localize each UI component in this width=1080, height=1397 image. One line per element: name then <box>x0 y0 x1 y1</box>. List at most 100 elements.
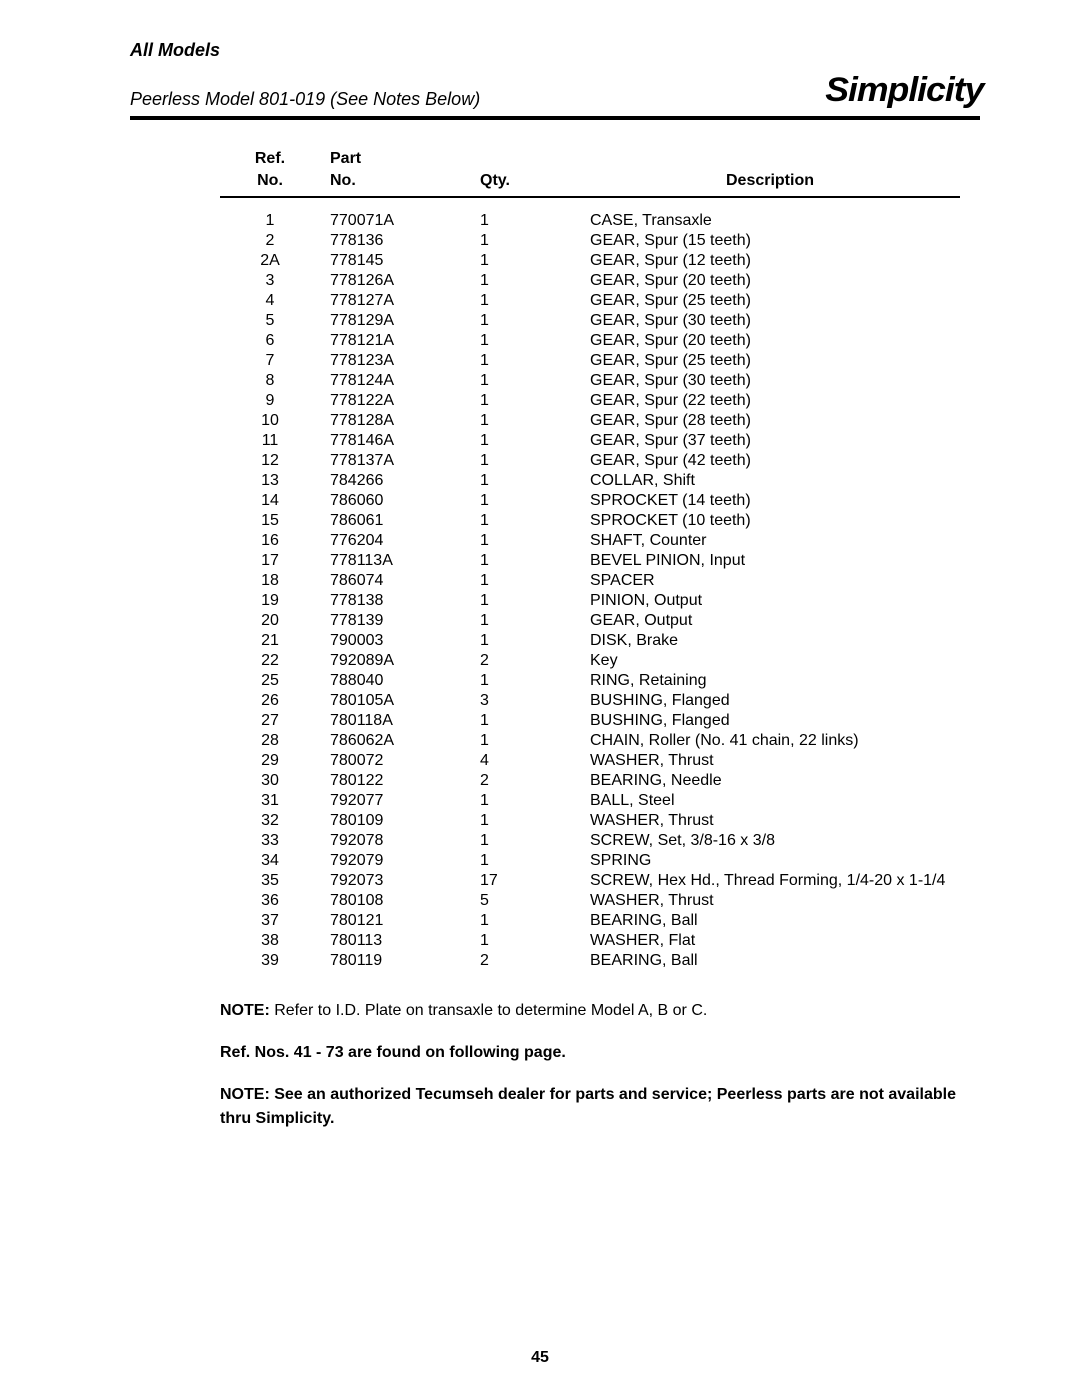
cell-qty: 1 <box>470 511 580 531</box>
cell-qty: 1 <box>470 197 580 231</box>
table-row: 167762041SHAFT, Counter <box>220 531 960 551</box>
cell-ref: 22 <box>220 651 320 671</box>
table-row: 217900031DISK, Brake <box>220 631 960 651</box>
cell-desc: WASHER, Thrust <box>580 751 960 771</box>
cell-qty: 1 <box>470 451 580 471</box>
cell-desc: WASHER, Thrust <box>580 891 960 911</box>
cell-ref: 20 <box>220 611 320 631</box>
cell-qty: 3 <box>470 691 580 711</box>
cell-qty: 1 <box>470 271 580 291</box>
cell-qty: 4 <box>470 751 580 771</box>
table-row: 3778126A1GEAR, Spur (20 teeth) <box>220 271 960 291</box>
cell-qty: 1 <box>470 411 580 431</box>
cell-part: 780121 <box>320 911 470 931</box>
table-row: 26780105A3BUSHING, Flanged <box>220 691 960 711</box>
cell-part: 778137A <box>320 451 470 471</box>
table-row: 307801222BEARING, Needle <box>220 771 960 791</box>
cell-part: 792078 <box>320 831 470 851</box>
cell-ref: 12 <box>220 451 320 471</box>
table-row: 317920771BALL, Steel <box>220 791 960 811</box>
col-part-line1: Part <box>320 150 470 172</box>
cell-desc: GEAR, Spur (30 teeth) <box>580 371 960 391</box>
cell-part: 778129A <box>320 311 470 331</box>
cell-desc: WASHER, Thrust <box>580 811 960 831</box>
header-top: All Models <box>130 40 980 61</box>
cell-part: 780119 <box>320 951 470 971</box>
cell-ref: 11 <box>220 431 320 451</box>
cell-qty: 1 <box>470 251 580 271</box>
cell-ref: 2A <box>220 251 320 271</box>
cell-part: 792089A <box>320 651 470 671</box>
cell-part: 792079 <box>320 851 470 871</box>
cell-ref: 10 <box>220 411 320 431</box>
table-row: 147860601SPROCKET (14 teeth) <box>220 491 960 511</box>
cell-desc: GEAR, Spur (22 teeth) <box>580 391 960 411</box>
table-row: 137842661COLLAR, Shift <box>220 471 960 491</box>
note-2: Ref. Nos. 41 - 73 are found on following… <box>220 1041 980 1065</box>
cell-desc: BEARING, Ball <box>580 951 960 971</box>
table-row: 27780118A1BUSHING, Flanged <box>220 711 960 731</box>
col-ref-line1: Ref. <box>220 150 320 172</box>
cell-qty: 1 <box>470 491 580 511</box>
cell-part: 778113A <box>320 551 470 571</box>
table-row: 377801211BEARING, Ball <box>220 911 960 931</box>
cell-part: 792073 <box>320 871 470 891</box>
cell-part: 778139 <box>320 611 470 631</box>
cell-part: 780109 <box>320 811 470 831</box>
cell-ref: 31 <box>220 791 320 811</box>
cell-ref: 29 <box>220 751 320 771</box>
cell-qty: 1 <box>470 471 580 491</box>
cell-part: 778136 <box>320 231 470 251</box>
table-row: 197781381PINION, Output <box>220 591 960 611</box>
table-row: 9778122A1GEAR, Spur (22 teeth) <box>220 391 960 411</box>
cell-qty: 1 <box>470 911 580 931</box>
table-row: 22792089A2Key <box>220 651 960 671</box>
cell-part: 770071A <box>320 197 470 231</box>
cell-ref: 8 <box>220 371 320 391</box>
cell-part: 778138 <box>320 591 470 611</box>
table-row: 187860741SPACER <box>220 571 960 591</box>
cell-desc: CASE, Transaxle <box>580 197 960 231</box>
header-row: Peerless Model 801-019 (See Notes Below)… <box>130 71 980 120</box>
cell-ref: 34 <box>220 851 320 871</box>
cell-part: 788040 <box>320 671 470 691</box>
cell-ref: 13 <box>220 471 320 491</box>
cell-qty: 1 <box>470 371 580 391</box>
cell-part: 786060 <box>320 491 470 511</box>
cell-ref: 9 <box>220 391 320 411</box>
cell-part: 778123A <box>320 351 470 371</box>
table-row: 6778121A1GEAR, Spur (20 teeth) <box>220 331 960 351</box>
cell-ref: 21 <box>220 631 320 651</box>
table-row: 347920791SPRING <box>220 851 960 871</box>
cell-desc: BEARING, Ball <box>580 911 960 931</box>
cell-ref: 3 <box>220 271 320 291</box>
page: All Models Peerless Model 801-019 (See N… <box>0 0 1080 1397</box>
cell-desc: DISK, Brake <box>580 631 960 651</box>
table-row: 157860611SPROCKET (10 teeth) <box>220 511 960 531</box>
table-row: 28786062A1CHAIN, Roller (No. 41 chain, 2… <box>220 731 960 751</box>
table-row: 297800724WASHER, Thrust <box>220 751 960 771</box>
cell-ref: 17 <box>220 551 320 571</box>
cell-qty: 2 <box>470 651 580 671</box>
cell-part: 778124A <box>320 371 470 391</box>
parts-table: Ref. Part No. No. Qty. Description 17700… <box>220 150 960 971</box>
cell-desc: BUSHING, Flanged <box>580 691 960 711</box>
cell-desc: GEAR, Spur (20 teeth) <box>580 331 960 351</box>
cell-desc: RING, Retaining <box>580 671 960 691</box>
cell-ref: 6 <box>220 331 320 351</box>
table-row: 5778129A1GEAR, Spur (30 teeth) <box>220 311 960 331</box>
cell-desc: BUSHING, Flanged <box>580 711 960 731</box>
cell-part: 778145 <box>320 251 470 271</box>
parts-table-body: 1770071A1CASE, Transaxle27781361GEAR, Sp… <box>220 197 960 971</box>
cell-desc: SCREW, Set, 3/8-16 x 3/8 <box>580 831 960 851</box>
cell-part: 778146A <box>320 431 470 451</box>
cell-desc: GEAR, Spur (25 teeth) <box>580 351 960 371</box>
cell-qty: 1 <box>470 571 580 591</box>
table-row: 17778113A1BEVEL PINION, Input <box>220 551 960 571</box>
cell-ref: 19 <box>220 591 320 611</box>
cell-desc: WASHER, Flat <box>580 931 960 951</box>
cell-ref: 1 <box>220 197 320 231</box>
cell-qty: 1 <box>470 671 580 691</box>
cell-part: 790003 <box>320 631 470 651</box>
cell-ref: 26 <box>220 691 320 711</box>
